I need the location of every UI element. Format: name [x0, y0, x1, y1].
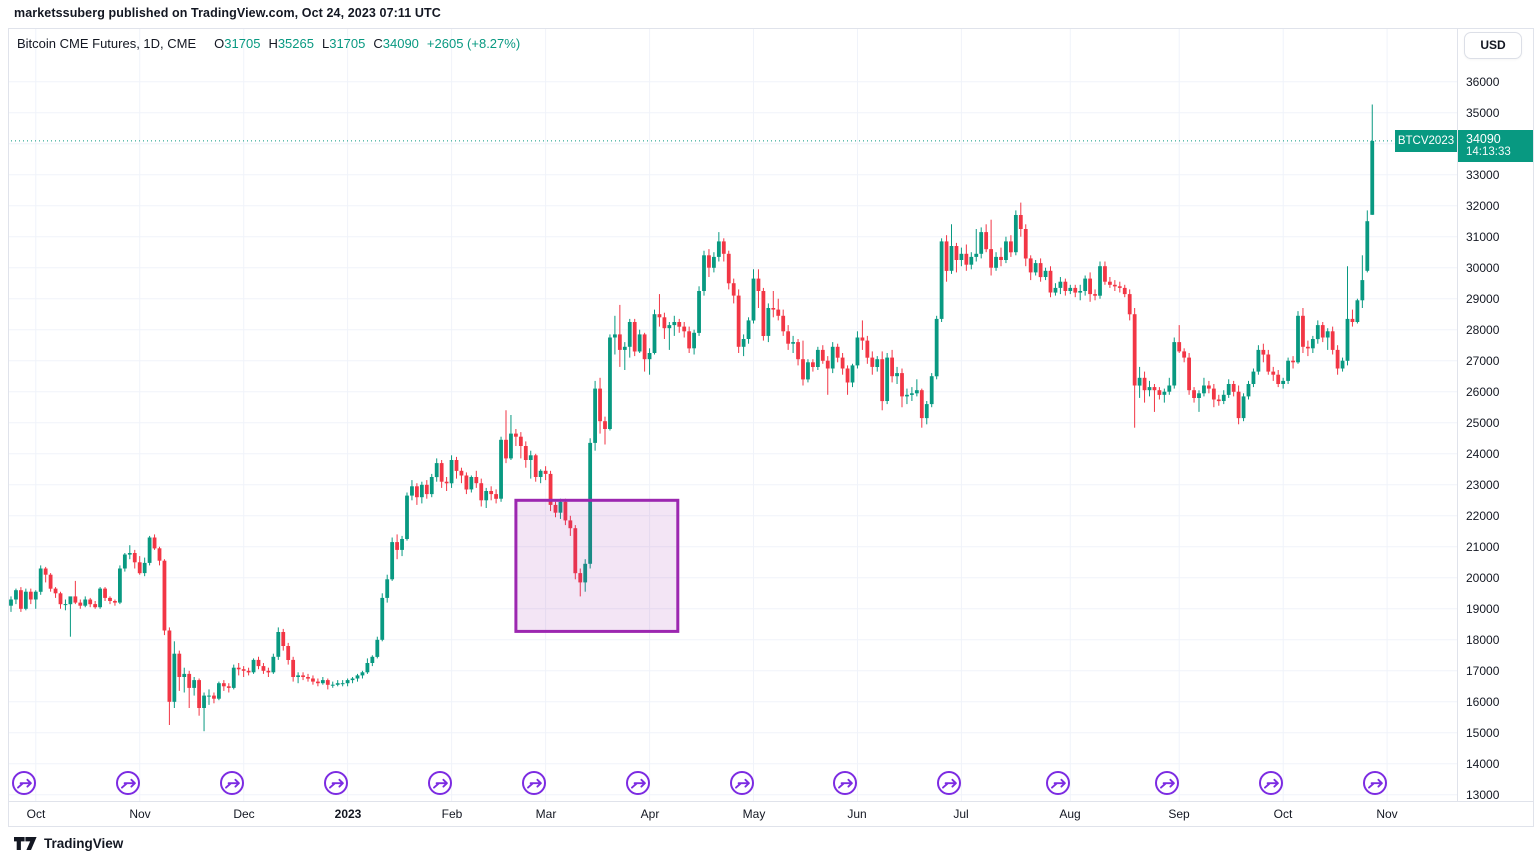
time-tick-label: Nov: [129, 807, 151, 821]
time-tick-label: Mar: [535, 807, 557, 821]
contract-roll-icon[interactable]: [11, 770, 37, 796]
price-tick-label: 13000: [1466, 788, 1500, 802]
currency-label: USD: [1480, 38, 1506, 52]
contract-roll-icon[interactable]: [427, 770, 453, 796]
snapshot-footer: TradingView: [0, 827, 1534, 862]
snapshot-header: marketssuberg published on TradingView.c…: [0, 0, 1534, 28]
price-tick-label: 17000: [1466, 664, 1500, 678]
candlestick-series: [9, 104, 1375, 732]
contract-roll-icon[interactable]: [1362, 770, 1388, 796]
price-tick-label: 35000: [1466, 106, 1500, 120]
currency-toggle-button[interactable]: USD: [1464, 32, 1522, 59]
price-tick-label: 22000: [1466, 509, 1500, 523]
contract-roll-icon[interactable]: [323, 770, 349, 796]
legend-ohlc-key: C: [373, 36, 383, 51]
price-tick-label: 26000: [1466, 385, 1500, 399]
time-tick-label: Sep: [1168, 807, 1190, 821]
contract-roll-icon[interactable]: [219, 770, 245, 796]
time-tick-label: May: [742, 807, 766, 821]
price-tick-label: 33000: [1466, 168, 1500, 182]
price-tick-label: 25000: [1466, 416, 1500, 430]
contract-roll-icon[interactable]: [1045, 770, 1071, 796]
legend-ohlc-value: 35265: [277, 36, 314, 51]
price-tick-label: 29000: [1466, 292, 1500, 306]
contract-roll-icon[interactable]: [521, 770, 547, 796]
bar-countdown: 14:13:33: [1466, 146, 1511, 158]
time-tick-label: Feb: [441, 807, 463, 821]
time-tick-label: Jun: [847, 807, 867, 821]
price-tick-label: 31000: [1466, 230, 1500, 244]
contract-roll-icon[interactable]: [115, 770, 141, 796]
grid: [9, 29, 1457, 801]
contract-roll-icon[interactable]: [936, 770, 962, 796]
price-tick-label: 32000: [1466, 199, 1500, 213]
legend-ohlc-value: 31705: [329, 36, 366, 51]
time-tick-label: 2023: [334, 807, 362, 821]
tradingview-logo[interactable]: TradingView: [14, 836, 123, 851]
price-tick-label: 14000: [1466, 757, 1500, 771]
tradingview-logo-icon: [14, 837, 37, 850]
series-symbol-label: BTCV2023: [1395, 130, 1457, 152]
legend-ohlc-key: H: [268, 36, 278, 51]
time-tick-label: Nov: [1376, 807, 1398, 821]
chart-legend[interactable]: Bitcoin CME Futures, 1D, CME O31705 H35265…: [17, 36, 520, 51]
contract-roll-icon[interactable]: [1258, 770, 1284, 796]
time-tick-label: Aug: [1059, 807, 1081, 821]
legend-ohlc-key: O: [214, 36, 225, 51]
contract-roll-icon[interactable]: [832, 770, 858, 796]
time-tick-label: Dec: [233, 807, 255, 821]
price-tick-label: 19000: [1466, 602, 1500, 616]
time-tick-label: Oct: [26, 807, 46, 821]
legend-ohlc-value: 34090: [382, 36, 419, 51]
plot-svg: [9, 29, 1457, 801]
legend-ohlc-value: 31705: [224, 36, 261, 51]
tradingview-logo-text: TradingView: [44, 836, 124, 851]
price-tick-label: 16000: [1466, 695, 1500, 709]
legend-ohlc-values: O31705 H35265 L31705 C34090: [206, 36, 419, 51]
time-tick-label: Oct: [1273, 807, 1293, 821]
price-tick-label: 36000: [1466, 75, 1500, 89]
legend-symbol-title[interactable]: Bitcoin CME Futures, 1D, CME: [17, 36, 197, 51]
chart-plot-area[interactable]: BTCV2023 Bitcoin CME Futures, 1D, CME O31…: [9, 29, 1457, 801]
contract-roll-icon[interactable]: [1154, 770, 1180, 796]
time-tick-label: Apr: [640, 807, 660, 821]
price-tick-label: 15000: [1466, 726, 1500, 740]
price-tick-label: 24000: [1466, 447, 1500, 461]
legend-change: +2605 (+8.27%): [426, 36, 521, 51]
current-price-label: 34090 14:13:33: [1458, 130, 1533, 162]
price-tick-label: 28000: [1466, 323, 1500, 337]
contract-roll-icon[interactable]: [625, 770, 651, 796]
price-tick-label: 27000: [1466, 354, 1500, 368]
highlight-rectangle-drawing[interactable]: [514, 498, 680, 633]
legend-ohlc-key: L: [321, 36, 330, 51]
price-tick-label: 21000: [1466, 540, 1500, 554]
price-tick-label: 18000: [1466, 633, 1500, 647]
price-tick-label: 20000: [1466, 571, 1500, 585]
time-axis[interactable]: Oct Nov Dec 2023 Feb Mar Apr May Jun Jul Aug Sep Oct…: [9, 801, 1533, 826]
price-tick-label: 23000: [1466, 478, 1500, 492]
price-tick-label: 30000: [1466, 261, 1500, 275]
header-text: marketssuberg published on TradingView.c…: [14, 6, 441, 20]
price-axis[interactable]: 3600035000340003300032000310003000029000…: [1457, 29, 1533, 802]
time-tick-label: Jul: [953, 807, 969, 821]
series-symbol-text: BTCV2023: [1397, 135, 1455, 147]
contract-roll-icon[interactable]: [729, 770, 755, 796]
current-price-value: 34090: [1466, 132, 1501, 146]
chart-widget: BTCV2023 Bitcoin CME Futures, 1D, CME O31…: [8, 28, 1534, 827]
